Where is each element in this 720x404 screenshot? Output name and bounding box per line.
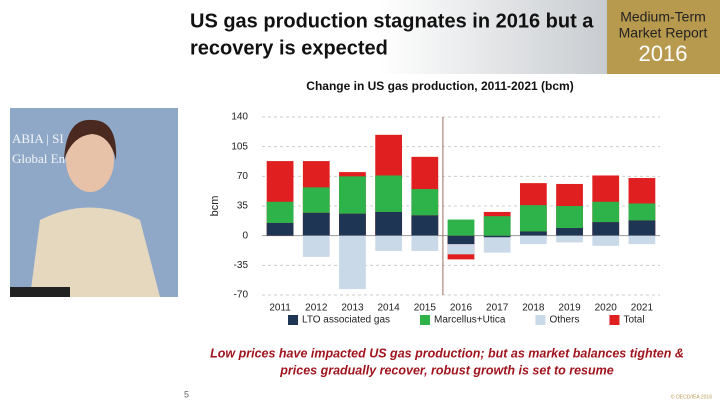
y-tick-label: 105 <box>231 141 248 152</box>
x-tick-label: 2021 <box>631 303 654 314</box>
bar-segment <box>447 219 475 236</box>
legend-swatch <box>420 315 431 325</box>
bar-segment <box>339 213 366 236</box>
copyright: © OECD/IEA 2016 <box>671 393 712 400</box>
y-axis-label: bcm <box>209 196 221 217</box>
bar-segment <box>411 235 439 251</box>
x-tick-label: 2018 <box>522 303 545 314</box>
person-hair <box>64 119 117 160</box>
bar-segment <box>302 235 330 257</box>
bar-segment <box>519 205 547 232</box>
bar-segment <box>519 231 547 236</box>
page-number: 5 <box>184 389 189 399</box>
bar-segment <box>375 175 403 212</box>
banner <box>607 0 720 74</box>
banner-text: Market Report <box>619 25 708 41</box>
bar-segment <box>628 235 656 245</box>
legend-label: Marcellus+Utica <box>434 315 506 326</box>
person-head <box>66 128 114 192</box>
bar-segment <box>339 235 366 290</box>
bar-segment <box>592 201 620 223</box>
y-tick-label: 35 <box>237 201 249 212</box>
video: ABIA | SI Global Ene <box>10 108 178 297</box>
legend-swatch <box>535 315 546 325</box>
bar-segment <box>411 189 439 216</box>
bar-segment <box>266 222 294 236</box>
bar-segment <box>375 211 403 236</box>
bar-segment <box>483 216 511 236</box>
bar-segment <box>628 220 656 236</box>
slide-title: recovery is expected <box>190 37 388 59</box>
banner-text: Medium-Term <box>620 9 706 25</box>
legend-swatch <box>609 315 620 325</box>
bar-segment <box>628 203 656 221</box>
bar-segment <box>556 228 583 236</box>
x-tick-label: 2016 <box>450 303 473 314</box>
bar-segment <box>556 206 583 229</box>
bar-segment <box>483 237 511 253</box>
bar-segment <box>519 235 547 245</box>
caption: Low prices have impacted US gas producti… <box>210 346 684 360</box>
bar-segment <box>592 222 620 236</box>
x-tick-label: 2015 <box>414 303 437 314</box>
x-tick-label: 2014 <box>378 303 401 314</box>
y-tick-label: -70 <box>234 290 249 301</box>
bar-segment <box>375 235 403 251</box>
bar-segment <box>483 235 511 238</box>
x-tick-label: 2019 <box>558 303 581 314</box>
bar-segment <box>447 244 475 255</box>
y-tick-label: 0 <box>242 230 248 241</box>
x-tick-label: 2013 <box>341 303 364 314</box>
legend-label: Others <box>549 315 579 326</box>
bar-segment <box>302 212 330 236</box>
y-tick-label: 70 <box>237 171 249 182</box>
legend-label: LTO associated gas <box>302 315 390 326</box>
bar-segment <box>447 235 475 245</box>
legend-swatch <box>288 315 298 325</box>
bar-segment <box>411 215 439 236</box>
slide-title: US gas production stagnates in 2016 but … <box>190 10 594 32</box>
chart-title: Change in US gas production, 2011-2021 (… <box>306 79 573 93</box>
legend-label: Total <box>623 315 644 326</box>
x-tick-label: 2012 <box>305 303 328 314</box>
bar-segment <box>339 176 366 214</box>
bar-segment <box>556 235 583 243</box>
person-body <box>30 207 160 297</box>
video-text: ABIA | SI <box>12 131 64 146</box>
y-tick-label: -35 <box>234 260 249 271</box>
caption: prices gradually recover, robust growth … <box>279 363 613 377</box>
x-tick-label: 2011 <box>269 303 291 314</box>
x-tick-label: 2017 <box>486 303 509 314</box>
bar-segment <box>302 187 330 213</box>
video-text: Global Ene <box>12 151 71 166</box>
y-tick-label: 140 <box>231 112 248 123</box>
banner-year: 2016 <box>639 41 688 66</box>
x-tick-label: 2020 <box>595 303 618 314</box>
podium <box>10 287 70 297</box>
header-image <box>380 0 607 74</box>
bar-segment <box>266 201 294 223</box>
bar-segment <box>592 235 620 246</box>
